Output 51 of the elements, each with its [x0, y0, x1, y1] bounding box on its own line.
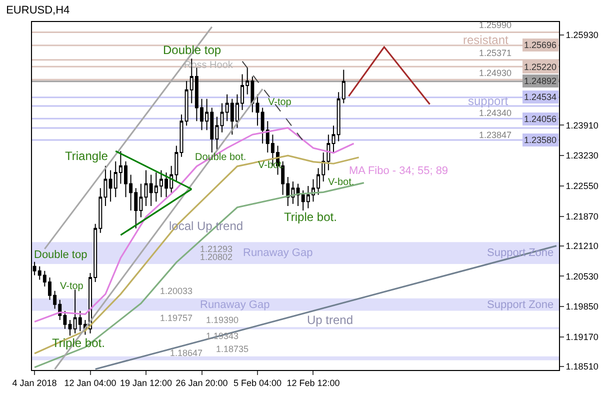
annotation: resistant — [463, 33, 510, 47]
annotation: Triple bot. — [284, 210, 337, 224]
y-tick-label: 1.23910 — [566, 120, 598, 130]
annotation: Double top — [34, 249, 88, 261]
ref-line-label: 1.24340 — [479, 108, 512, 118]
x-tick-label: 12 Feb 12:00 — [286, 378, 340, 388]
annotation: Triangle — [65, 149, 108, 163]
annotation: 1.18735 — [216, 344, 249, 354]
y-tick-label: 1.20530 — [566, 271, 598, 282]
annotation: 1.19390 — [206, 315, 239, 325]
annotation: 1.18647 — [170, 348, 203, 358]
ref-line-label: 1.24930 — [479, 68, 512, 78]
x-tick-label: 4 Jan 2018 — [12, 378, 57, 388]
annotation: V-bot. — [328, 177, 354, 188]
y-tick-label: 1.19850 — [566, 302, 598, 312]
annotation: 1.20033 — [160, 286, 193, 296]
band-label: Support Zone — [487, 299, 554, 311]
ref-line-label: 1.24534 — [524, 92, 557, 102]
y-tick-label: 1.19170 — [566, 332, 598, 342]
y-tick-label: 1.22550 — [566, 181, 598, 192]
ref-line-label: 1.25990 — [479, 20, 512, 30]
annotation: V-top — [268, 97, 292, 108]
ref-line-label: 1.23580 — [524, 135, 557, 145]
y-tick-label: 1.18510 — [566, 362, 598, 372]
band-label: Support Zone — [487, 247, 554, 259]
ref-line-label: 1.23847 — [479, 130, 512, 140]
annotation: 1.19757 — [160, 313, 193, 323]
annotation: Double bot. — [195, 152, 246, 163]
x-tick-label: 19 Jan 12:00 — [120, 378, 172, 388]
annotation: Double top — [163, 43, 222, 57]
annotation: V-top — [60, 281, 84, 292]
ref-line-label: 1.25696 — [524, 40, 557, 50]
ref-line-label: 1.24056 — [524, 114, 557, 124]
annotation: Runaway Gap — [200, 299, 270, 311]
annotation: Up trend — [307, 313, 354, 327]
y-tick-label: 1.23230 — [566, 150, 598, 161]
chart-title: EURUSD,H4 — [6, 4, 70, 17]
y-tick-label: 1.21210 — [566, 240, 598, 251]
annotation: support — [468, 94, 509, 108]
ref-line-label: 1.25220 — [524, 62, 557, 72]
x-tick-label: 5 Feb 04:00 — [233, 378, 282, 388]
annotation: Runaway Gap — [243, 247, 313, 259]
x-tick-label: 26 Jan 20:00 — [176, 378, 228, 388]
y-tick-label: 1.21870 — [566, 211, 598, 222]
ref-line-label: 1.25371 — [479, 48, 512, 58]
annotation: 1.20802 — [200, 252, 233, 262]
annotation: MA Fibo - 34; 55; 89 — [349, 165, 448, 177]
annotation: 1.21293 — [200, 244, 233, 254]
x-tick-label: 12 Jan 04:00 — [64, 378, 116, 388]
y-tick-label: 1.25930 — [566, 30, 598, 40]
ref-line-label: 1.24892 — [524, 76, 557, 86]
